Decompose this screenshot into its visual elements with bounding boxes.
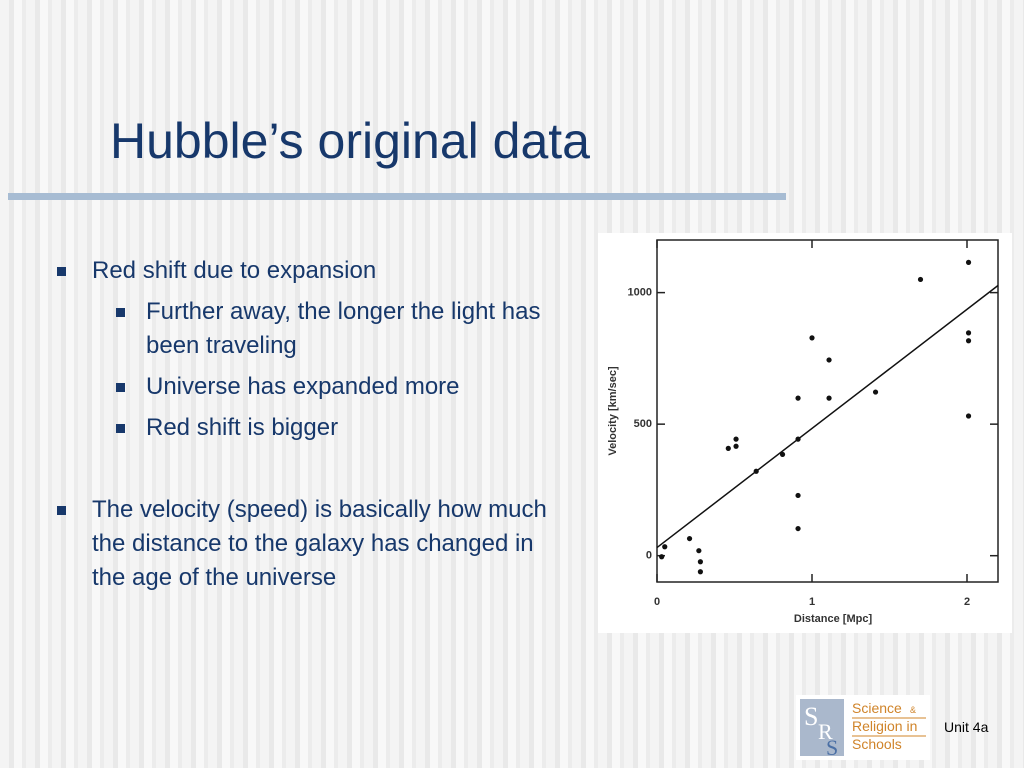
- fit-line: [656, 284, 999, 549]
- data-point: [826, 395, 832, 401]
- data-point: [965, 330, 972, 336]
- data-point: [872, 389, 879, 395]
- logo-letter: S: [826, 735, 838, 760]
- sub-bullet: Further away, the longer the light has b…: [116, 295, 566, 363]
- unit-label: Unit 4a: [944, 719, 989, 735]
- data-point: [697, 559, 703, 565]
- x-tick-label: 2: [964, 596, 970, 608]
- title-rule: [8, 193, 786, 200]
- data-point: [826, 357, 832, 363]
- data-point: [965, 338, 972, 344]
- data-point: [795, 525, 801, 532]
- y-tick-label: 500: [634, 418, 652, 430]
- data-point: [779, 451, 786, 458]
- data-point: [686, 535, 693, 542]
- y-tick-label: 0: [646, 550, 652, 562]
- data-point: [795, 395, 801, 401]
- x-axis-label: Distance [Mpc]: [794, 613, 873, 625]
- data-point: [659, 554, 665, 560]
- data-point: [917, 276, 924, 283]
- data-point: [795, 436, 801, 442]
- data-point: [965, 413, 972, 419]
- chart: Distance [Mpc] Velocity [km/sec] 0 1 2 0 500…: [598, 233, 1012, 633]
- data-point: [733, 436, 739, 442]
- data-point: [733, 443, 739, 449]
- x-tick-label: 1: [809, 596, 815, 608]
- data-point: [965, 259, 972, 265]
- x-tick-label: 0: [654, 596, 660, 608]
- data-point: [795, 492, 801, 499]
- y-axis-label: Velocity [km/sec]: [607, 366, 619, 456]
- logo-block: [800, 699, 844, 756]
- data-point: [725, 445, 731, 451]
- logo-letter: R: [818, 719, 833, 744]
- logo-graphic: S R S Science & Religion in Schools: [800, 699, 926, 760]
- logo-letter: S: [804, 702, 818, 731]
- data-point: [697, 569, 703, 575]
- sub-bullet: Red shift is bigger: [116, 411, 566, 445]
- y-tick-label: 1000: [628, 287, 652, 299]
- logo-text: &: [910, 705, 916, 715]
- data-point: [753, 468, 759, 474]
- data-point: [809, 335, 815, 341]
- data-point: [662, 544, 668, 550]
- plot-frame: [656, 239, 999, 583]
- logo-text: Schools: [852, 736, 902, 752]
- bullet: The velocity (speed) is basically how mu…: [57, 493, 562, 595]
- logo-text: Religion in: [852, 718, 917, 734]
- slide-title: Hubble’s original data: [110, 113, 590, 169]
- data-point: [696, 548, 702, 554]
- sub-bullet: Universe has expanded more: [116, 370, 566, 404]
- logo: S R S Science & Religion in Schools: [796, 695, 930, 760]
- logo-text: Science: [852, 700, 902, 716]
- bullet: Red shift due to expansion: [57, 254, 562, 288]
